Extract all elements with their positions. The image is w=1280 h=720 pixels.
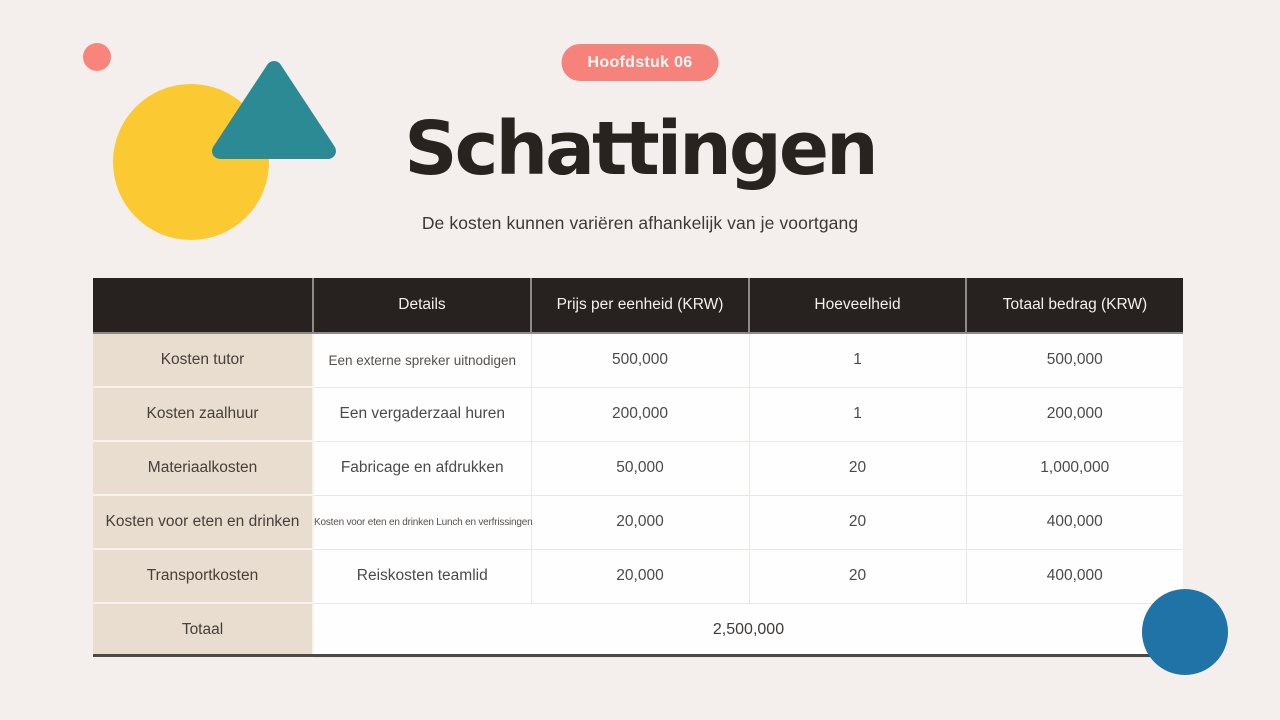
row-total: 500,000 (966, 333, 1183, 388)
row-total: 1,000,000 (966, 441, 1183, 496)
row-unit-price: 20,000 (531, 549, 750, 604)
row-quantity: 1 (749, 333, 967, 388)
table-bottom-border (93, 654, 1183, 657)
row-quantity: 20 (749, 441, 967, 496)
cost-estimate-table: Details Prijs per eenheid (KRW) Hoeveelh… (93, 278, 1183, 658)
blue-circle-decoration (1142, 589, 1228, 675)
row-details: Een externe spreker uitnodigen (313, 333, 532, 388)
total-row-label: Totaal (93, 603, 314, 658)
table-row: Materiaalkosten Fabricage en afdrukken 5… (93, 441, 1183, 496)
row-label: Kosten voor eten en drinken (93, 495, 314, 550)
row-details: Fabricage en afdrukken (313, 441, 532, 496)
row-unit-price: 50,000 (531, 441, 750, 496)
table-row: Kosten voor eten en drinken Kosten voor … (93, 495, 1183, 550)
table-row: Transportkosten Reiskosten teamlid 20,00… (93, 549, 1183, 604)
header-cell-total: Totaal bedrag (KRW) (965, 278, 1183, 334)
header-cell-unit-price: Prijs per eenheid (KRW) (530, 278, 749, 334)
total-row-value: 2,500,000 (313, 603, 1183, 658)
row-label: Materiaalkosten (93, 441, 314, 496)
row-details: Een vergaderzaal huren (313, 387, 532, 442)
row-quantity: 1 (749, 387, 967, 442)
row-details: Kosten voor eten en drinken Lunch en ver… (313, 495, 533, 550)
row-unit-price: 500,000 (531, 333, 750, 388)
header-cell-empty (93, 278, 313, 334)
row-total: 400,000 (966, 495, 1183, 550)
row-details: Reiskosten teamlid (313, 549, 532, 604)
row-label: Kosten zaalhuur (93, 387, 314, 442)
row-total: 200,000 (966, 387, 1183, 442)
page-title: Schattingen (404, 106, 878, 192)
row-unit-price: 20,000 (531, 495, 750, 550)
page-subtitle: De kosten kunnen variëren afhankelijk va… (421, 213, 859, 233)
row-quantity: 20 (749, 549, 967, 604)
row-label: Kosten tutor (93, 333, 314, 388)
header-cell-quantity: Hoeveelheid (748, 278, 966, 334)
row-total: 400,000 (966, 549, 1183, 604)
table-total-row: Totaal 2,500,000 (93, 603, 1183, 658)
table-row: Kosten zaalhuur Een vergaderzaal huren 2… (93, 387, 1183, 442)
teal-triangle-decoration (212, 61, 336, 159)
table-header-row: Details Prijs per eenheid (KRW) Hoeveelh… (93, 278, 1183, 334)
coral-dot-decoration (83, 43, 111, 71)
header-cell-details: Details (312, 278, 531, 334)
row-unit-price: 200,000 (531, 387, 750, 442)
chapter-badge: Hoofdstuk 06 (561, 44, 719, 81)
table-row: Kosten tutor Een externe spreker uitnodi… (93, 333, 1183, 388)
row-label: Transportkosten (93, 549, 314, 604)
row-quantity: 20 (749, 495, 967, 550)
